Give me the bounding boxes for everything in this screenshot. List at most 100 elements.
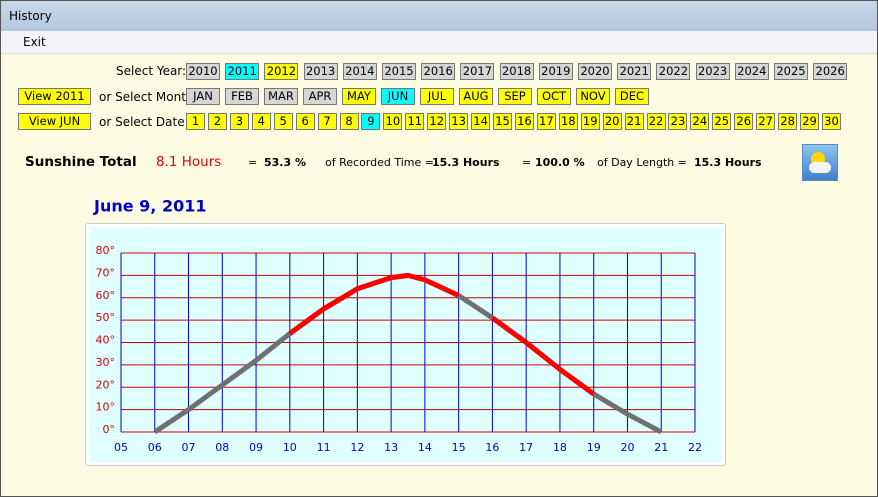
date-button[interactable]: 24	[690, 113, 710, 130]
year-button[interactable]: 2025	[774, 63, 808, 80]
menu-item[interactable]: Exit	[23, 35, 46, 49]
month-button[interactable]: DEC	[615, 88, 649, 105]
x-tick-label: 08	[215, 441, 229, 454]
x-tick-label: 15	[452, 441, 466, 454]
x-tick-label: 10	[283, 441, 297, 454]
year-button[interactable]: 2024	[734, 63, 769, 80]
month-button[interactable]: OCT	[537, 88, 571, 105]
date-button[interactable]: 16	[514, 113, 534, 130]
line-series	[153, 272, 663, 435]
month-button[interactable]: MAR	[264, 88, 298, 105]
date-button[interactable]: 19	[580, 113, 600, 130]
month-button[interactable]: NOV	[576, 88, 610, 105]
y-tick-label: 0°	[103, 423, 116, 436]
month-button[interactable]: AUG	[459, 88, 493, 105]
month-button[interactable]: JAN	[186, 88, 220, 105]
month-button[interactable]: FEB	[225, 88, 259, 105]
x-tick-label: 09	[249, 441, 263, 454]
x-tick-label: 12	[350, 441, 364, 454]
year-button[interactable]: 2020	[578, 63, 612, 80]
summary-title: Sunshine Total	[25, 154, 137, 170]
year-button[interactable]: 2013	[303, 63, 338, 80]
date-button[interactable]: 8	[339, 113, 359, 130]
date-button[interactable]: 15	[493, 113, 513, 130]
y-tick-label: 10°	[96, 401, 116, 414]
x-tick-label: 11	[317, 441, 331, 454]
year-button[interactable]: 2012	[264, 63, 299, 80]
date-button[interactable]: 22	[646, 113, 666, 130]
x-tick-label: 18	[553, 441, 567, 454]
date-button[interactable]: 18	[558, 113, 578, 130]
date-button[interactable]: 7	[317, 113, 337, 130]
recorded-label: of Recorded Time =	[325, 156, 434, 169]
date-button[interactable]: 4	[251, 113, 271, 130]
x-tick-label: 21	[654, 441, 668, 454]
equals: =	[248, 156, 258, 169]
year-button[interactable]: 2022	[656, 63, 691, 80]
month-button[interactable]: MAY	[342, 88, 376, 105]
date-button[interactable]: 23	[668, 113, 688, 130]
date-button[interactable]: 3	[229, 113, 249, 130]
view-month-button[interactable]: View JUN	[18, 113, 91, 130]
date-button[interactable]: 26	[734, 113, 754, 130]
date-button[interactable]: 25	[712, 113, 732, 130]
year-button[interactable]: 2010	[186, 63, 220, 80]
year-button[interactable]: 2021	[617, 63, 652, 80]
date-button[interactable]: 5	[273, 113, 293, 130]
y-tick-label: 80°	[96, 244, 116, 257]
year-label: Select Year:	[116, 64, 187, 78]
date-button[interactable]: 6	[295, 113, 315, 130]
year-button[interactable]: 2026	[813, 63, 848, 80]
year-button[interactable]: 2017	[460, 63, 495, 80]
date-button[interactable]: 11	[405, 113, 425, 130]
x-tick-label: 22	[688, 441, 702, 454]
date-button[interactable]: 21	[624, 113, 644, 130]
y-tick-label: 50°	[96, 311, 116, 324]
year-button[interactable]: 2023	[695, 63, 730, 80]
month-button[interactable]: JUN	[381, 88, 415, 105]
y-tick-label: 20°	[96, 378, 116, 391]
date-button[interactable]: 29	[800, 113, 820, 130]
year-button[interactable]: 2016	[421, 63, 456, 80]
year-button[interactable]: 2019	[538, 63, 573, 80]
date-button[interactable]: 10	[383, 113, 403, 130]
x-tick-label: 19	[587, 441, 601, 454]
date-button[interactable]: 9	[361, 113, 381, 130]
date-button[interactable]: 13	[449, 113, 469, 130]
view-year-button[interactable]: View 2011	[18, 88, 91, 105]
line-series	[288, 272, 596, 396]
window-title: History	[9, 9, 52, 23]
y-tick-label: 40°	[96, 334, 116, 347]
x-tick-label: 17	[519, 441, 533, 454]
date-button[interactable]: 30	[821, 113, 841, 130]
date-button[interactable]: 20	[602, 113, 622, 130]
day-label: of Day Length =	[597, 156, 687, 169]
month-button[interactable]: SEP	[498, 88, 532, 105]
year-button[interactable]: 2011	[225, 63, 260, 80]
date-button[interactable]: 14	[471, 113, 491, 130]
date-button[interactable]: 1	[186, 113, 205, 130]
year-button[interactable]: 2014	[342, 63, 377, 80]
year-button[interactable]: 2018	[499, 63, 534, 80]
x-tick-label: 07	[182, 441, 196, 454]
chart-title: June 9, 2011	[93, 197, 206, 216]
recorded-percent: 53.3 %	[264, 156, 306, 169]
x-tick-label: 16	[485, 441, 499, 454]
x-tick-label: 14	[418, 441, 432, 454]
date-button[interactable]: 12	[427, 113, 447, 130]
x-tick-label: 06	[148, 441, 162, 454]
date-button[interactable]: 27	[756, 113, 776, 130]
date-button[interactable]: 2	[207, 113, 227, 130]
month-button[interactable]: APR	[303, 88, 337, 105]
date-label: or Select Date:	[99, 115, 189, 129]
date-button[interactable]: 28	[778, 113, 798, 130]
y-tick-label: 70°	[96, 266, 116, 279]
weather-icon[interactable]	[802, 144, 838, 181]
date-button[interactable]: 17	[536, 113, 556, 130]
month-button[interactable]: JUL	[420, 88, 454, 105]
equals: =	[522, 156, 532, 169]
year-button[interactable]: 2015	[382, 63, 416, 80]
chart-frame	[85, 223, 726, 466]
